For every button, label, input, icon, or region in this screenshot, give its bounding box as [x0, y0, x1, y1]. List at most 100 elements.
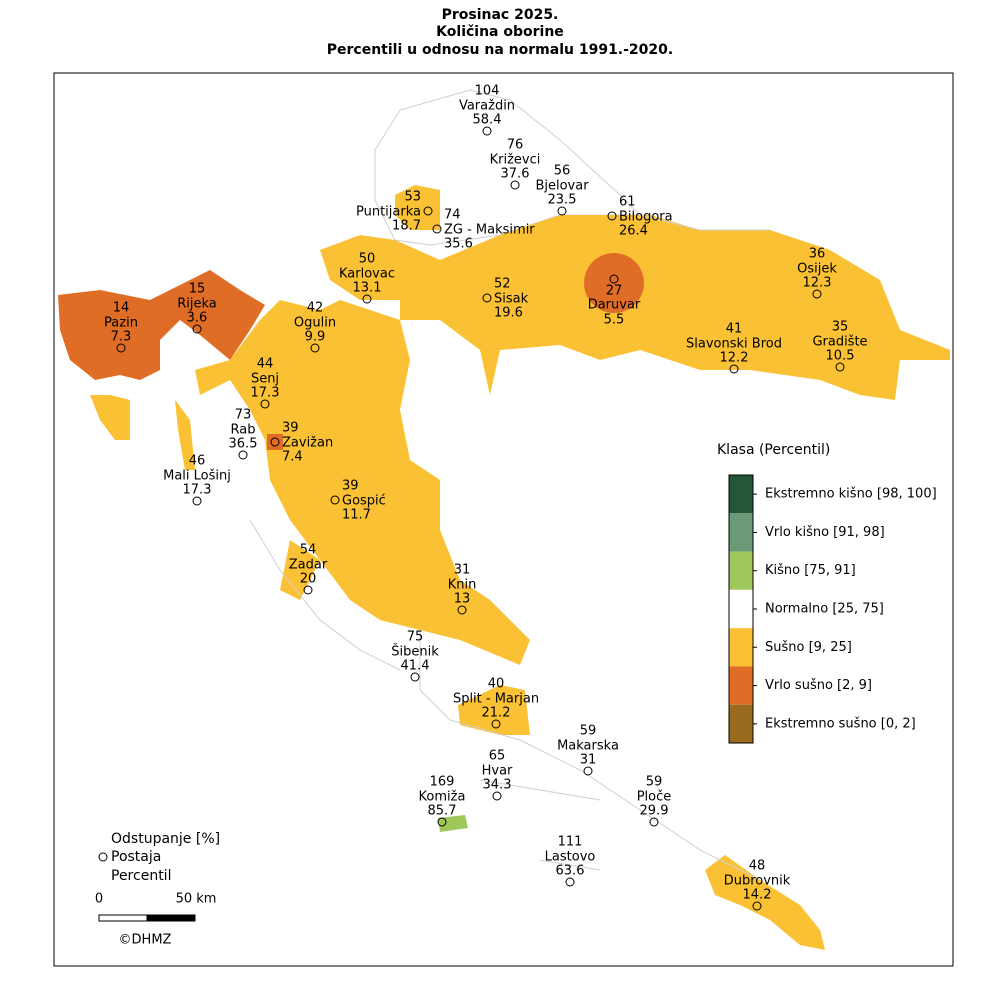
key-marker: [98, 852, 108, 862]
station-percentile: 12.2: [720, 351, 749, 366]
station-percentile: 29.9: [640, 804, 669, 819]
station-deviation: 111: [558, 835, 583, 850]
station-percentile: 36.5: [229, 437, 258, 452]
station-deviation: 31: [454, 563, 471, 578]
station-deviation: 44: [257, 357, 274, 372]
station-name: Makarska: [557, 739, 619, 754]
station-deviation: 40: [488, 677, 505, 692]
area-very-dry: [58, 270, 265, 380]
station-deviation: 35: [832, 320, 849, 335]
station-deviation: 14: [113, 301, 130, 316]
station-name: Sisak: [494, 292, 529, 307]
scale-bar: [146, 914, 196, 922]
station-marker: [432, 224, 442, 234]
station-marker: [835, 362, 845, 372]
station-name: ZG - Maksimir: [444, 223, 535, 238]
area-dry: [705, 855, 825, 950]
station-marker: [492, 791, 502, 801]
station-name: Hvar: [482, 764, 513, 779]
area-dry: [395, 185, 440, 230]
station-percentile: 37.6: [501, 167, 530, 182]
station-deviation: 74: [444, 208, 461, 223]
area-dry: [195, 300, 530, 665]
station-marker: [457, 605, 467, 615]
legend: Ekstremno kišno [98, 100] Vrlo kišno [91,…: [728, 474, 937, 744]
area-dry: [320, 215, 950, 400]
station-name: Rijeka: [177, 297, 217, 312]
station-percentile: 21.2: [482, 706, 511, 721]
area-dry: [458, 685, 530, 735]
station-name: Karlovac: [339, 267, 395, 282]
station-name: Pazin: [104, 316, 138, 331]
station-name: Gospić: [342, 494, 386, 509]
map-areas: [58, 89, 950, 950]
coastline: [419, 630, 761, 881]
legend-label: Kišno [75, 91]: [765, 563, 856, 578]
station-percentile: 17.3: [183, 483, 212, 498]
station-deviation: 56: [554, 164, 571, 179]
station-name: Senj: [251, 372, 279, 387]
station-percentile: 85.7: [428, 804, 457, 819]
title-line: Percentili u odnosu na normalu 1991.-202…: [327, 42, 673, 58]
area-dry: [280, 540, 320, 600]
station-marker: [192, 496, 202, 506]
station-marker: [423, 206, 433, 216]
station-marker: [752, 901, 762, 911]
station-percentile: 11.7: [342, 508, 371, 523]
station-marker: [482, 293, 492, 303]
station-name: Ploče: [637, 790, 672, 805]
area-dry: [175, 400, 195, 470]
legend-label: Ekstremno kišno [98, 100]: [765, 487, 937, 502]
station-marker: [482, 126, 492, 136]
legend-frame: [728, 474, 754, 744]
station-deviation: 36: [809, 247, 826, 262]
station-marker: [437, 817, 447, 827]
legend-swatch: [729, 704, 753, 743]
station-name: Gradište: [812, 335, 867, 350]
legend-swatch: [729, 628, 753, 667]
key-deviation: Odstupanje [%]: [111, 831, 220, 847]
station-marker: [607, 211, 617, 221]
station-deviation: 104: [475, 84, 500, 99]
station-name: Dubrovnik: [724, 874, 791, 889]
station-percentile: 13.1: [353, 281, 382, 296]
legend-swatch: [729, 551, 753, 590]
scale-start: 0: [95, 892, 103, 907]
station-deviation: 27: [606, 284, 623, 299]
station-deviation: 52: [494, 277, 511, 292]
station-name: Daruvar: [588, 298, 641, 313]
legend-label: Sušno [9, 25]: [765, 640, 852, 655]
station-deviation: 59: [580, 724, 597, 739]
station-deviation: 42: [307, 301, 324, 316]
station-marker: [270, 437, 280, 447]
legend-swatch: [729, 475, 753, 514]
island-outline: [479, 779, 601, 801]
station-marker: [260, 399, 270, 409]
legend-label: Vrlo sušno [2, 9]: [765, 678, 872, 693]
station-name: Komiža: [419, 790, 466, 805]
station-percentile: 7.3: [111, 330, 132, 345]
station-name: Knin: [448, 578, 477, 593]
legend-label: Normalno [25, 75]: [765, 602, 884, 617]
station-deviation: 15: [189, 282, 206, 297]
station-marker: [557, 206, 567, 216]
station-name: Bjelovar: [535, 179, 589, 194]
station-deviation: 39: [282, 421, 299, 436]
station-deviation: 76: [507, 138, 524, 153]
station-percentile: 12.3: [803, 276, 832, 291]
station-name: Rab: [231, 423, 256, 438]
station-name: Puntijarka: [356, 205, 421, 220]
station-deviation: 75: [407, 630, 424, 645]
station-percentile: 18.7: [392, 219, 421, 234]
station-marker: [330, 495, 340, 505]
copyright: ©DHMZ: [119, 933, 172, 948]
station-deviation: 65: [489, 749, 506, 764]
station-deviation: 54: [300, 543, 317, 558]
station-percentile: 7.4: [282, 450, 303, 465]
station-percentile: 14.2: [743, 888, 772, 903]
station-percentile: 3.6: [187, 311, 208, 326]
station-deviation: 50: [359, 252, 376, 267]
station-percentile: 9.9: [305, 330, 326, 345]
